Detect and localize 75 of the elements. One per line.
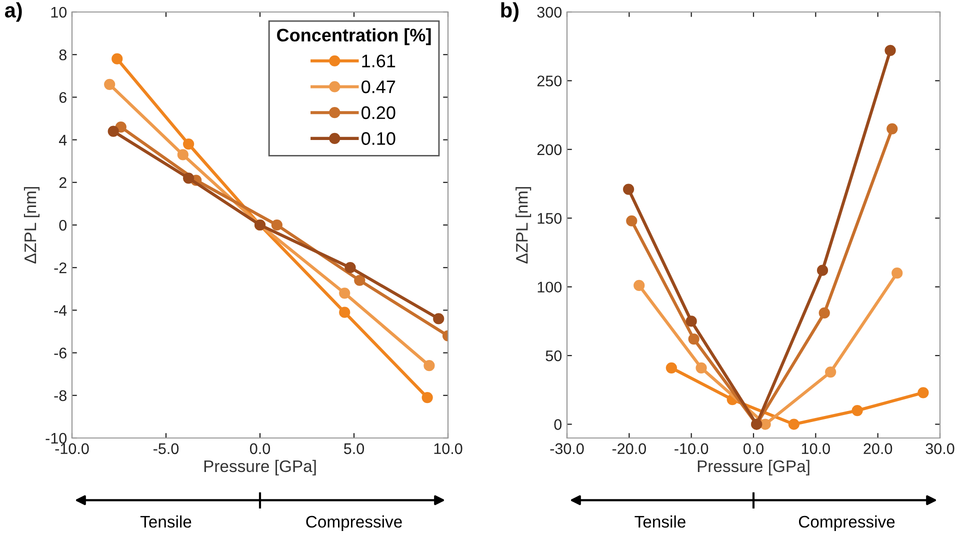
x-tick-label: -10.0 (55, 443, 89, 454)
text: Compressive (306, 515, 402, 531)
legend-label: 1.61 (362, 54, 396, 68)
y-tick-label: -2 (54, 262, 66, 274)
point (339, 288, 350, 299)
point (696, 362, 707, 374)
x-tick-label: -10.0 (674, 443, 708, 454)
point (892, 268, 903, 279)
point (626, 215, 638, 226)
point (422, 392, 433, 404)
point (104, 78, 116, 90)
point (271, 219, 282, 231)
point (339, 306, 350, 318)
point (666, 362, 677, 374)
y-tick-label: 8 (59, 49, 66, 60)
text: Tensile (140, 515, 192, 528)
text: Compressive (798, 515, 895, 531)
y-tick-label: 6 (59, 92, 66, 103)
y-tick-label: -10 (46, 432, 67, 444)
x-tick-label: 20.0 (864, 443, 892, 454)
x-tick-label: 0.0 (250, 443, 270, 454)
point (886, 123, 898, 134)
point (433, 313, 444, 324)
y-tick-label: 300 (537, 6, 562, 18)
y-tick-label: 50 (546, 350, 562, 362)
point (622, 184, 634, 195)
point (177, 149, 188, 160)
x-tick-label: 10.0 (434, 443, 462, 454)
x-tick-label: -20.0 (612, 443, 646, 454)
point (688, 334, 700, 345)
y-axis-title: ΔZPL [nm] (24, 187, 40, 264)
legend-label: 0.10 (362, 132, 396, 145)
point (424, 360, 435, 372)
text: b) (501, 2, 518, 22)
x-tick-label: 0.0 (743, 443, 764, 454)
x-tick-label: -30.0 (550, 443, 584, 454)
y-tick-label: -6 (54, 348, 66, 358)
legend-label: 0.20 (362, 106, 396, 120)
point (686, 316, 697, 327)
point (634, 280, 645, 292)
y-tick-label: 150 (538, 212, 562, 224)
x-tick-label: 30.0 (926, 443, 954, 454)
point (884, 44, 896, 56)
y-tick-label: 10 (51, 6, 67, 18)
point (183, 172, 194, 184)
text: a) (4, 2, 22, 22)
point (788, 418, 800, 430)
text: Tensile (634, 515, 686, 528)
point (112, 53, 123, 64)
point (344, 262, 356, 274)
y-tick-label: -8 (54, 390, 66, 402)
point (852, 404, 863, 416)
x-tick-label: -5.0 (154, 443, 179, 454)
y-tick-label: 200 (537, 144, 562, 156)
y-axis-title: ΔZPL [nm] (516, 187, 532, 264)
y-tick-label: 100 (538, 282, 562, 293)
point (918, 387, 929, 398)
y-tick-label: 4 (58, 134, 67, 146)
x-axis-title: Pressure [GPa] (698, 460, 810, 476)
y-tick-label: -4 (54, 305, 67, 316)
y-tick-label: 250 (537, 76, 562, 86)
x-axis-title: Pressure [GPa] (204, 460, 316, 476)
point (825, 366, 836, 378)
point (816, 264, 828, 276)
y-tick-label: 0 (59, 220, 67, 231)
point (818, 307, 830, 319)
legend-title: Concentration [%] (277, 28, 431, 46)
y-tick-label: 2 (59, 177, 66, 188)
legend-label: 0.47 (362, 80, 396, 94)
x-tick-label: 10.0 (802, 443, 830, 454)
point (354, 274, 366, 286)
point (183, 138, 194, 150)
x-tick-label: 5.0 (344, 443, 364, 454)
point (108, 126, 119, 137)
y-tick-label: 0 (554, 419, 562, 430)
